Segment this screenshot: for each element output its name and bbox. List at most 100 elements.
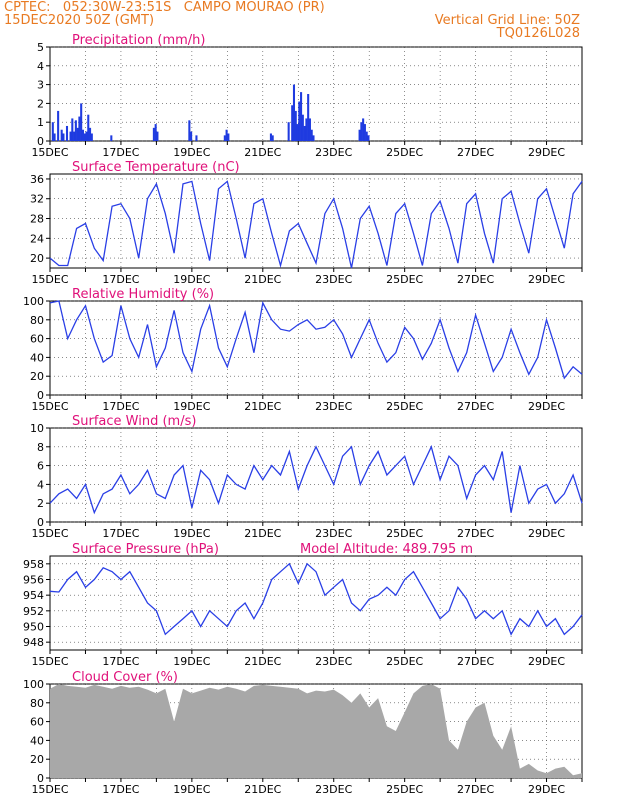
panel-frame	[49, 427, 583, 523]
y-tick-label: 5	[37, 41, 44, 54]
series-line	[49, 180, 583, 269]
precipitation-bar	[89, 127, 92, 141]
precipitation-bar	[294, 110, 297, 141]
precipitation-bar	[223, 135, 226, 141]
y-tick-label: 3	[37, 79, 44, 92]
y-tick-label: 6	[37, 460, 44, 473]
precipitation-bar	[154, 124, 157, 141]
precipitation-bar	[188, 120, 191, 141]
y-tick-label: 36	[30, 173, 44, 186]
y-tick-label: 952	[23, 605, 44, 618]
y-tick-label: 2	[37, 497, 44, 510]
precipitation-bar	[190, 131, 193, 141]
y-tick-label: 4	[37, 478, 44, 491]
x-tick-label: 19DEC	[173, 146, 210, 159]
panel-frame	[49, 555, 583, 651]
precipitation-bar	[73, 131, 76, 141]
precipitation-bar	[62, 133, 65, 141]
x-tick-label: 19DEC	[173, 527, 210, 540]
y-tick-label: 28	[30, 213, 44, 226]
x-tick-label: 27DEC	[457, 273, 494, 286]
precipitation-bar	[362, 118, 365, 141]
precipitation-bar	[78, 116, 81, 141]
y-tick-label: 4	[37, 60, 44, 73]
y-tick-label: 60	[30, 716, 44, 729]
precipitation-bar	[303, 125, 306, 141]
x-tick-label: 21DEC	[244, 400, 281, 413]
x-tick-label: 19DEC	[173, 783, 210, 796]
x-tick-label: 23DEC	[315, 527, 352, 540]
y-tick-label: 80	[30, 697, 44, 710]
x-tick-label: 25DEC	[386, 273, 423, 286]
precipitation-bar	[301, 114, 304, 141]
y-tick-label: 60	[30, 333, 44, 346]
precipitation-bar	[360, 122, 363, 141]
x-tick-label: 17DEC	[102, 146, 139, 159]
x-tick-label: 23DEC	[315, 783, 352, 796]
y-tick-label: 20	[30, 252, 44, 265]
precipitation-bar	[60, 129, 63, 141]
x-tick-label: 25DEC	[386, 655, 423, 668]
y-tick-label: 958	[23, 558, 44, 571]
y-tick-label: 20	[30, 753, 44, 766]
header-grid-info: Vertical Grid Line: 50Z	[434, 13, 580, 28]
x-tick-label: 23DEC	[315, 400, 352, 413]
cloud-cover-area	[50, 684, 582, 778]
y-tick-label: 1	[37, 116, 44, 129]
y-tick-label: 40	[30, 734, 44, 747]
x-tick-label: 25DEC	[386, 400, 423, 413]
x-tick-label: 29DEC	[528, 527, 565, 540]
precipitation-bar	[271, 135, 274, 141]
precipitation-bar	[87, 114, 90, 141]
precipitation-bar	[269, 133, 272, 141]
precipitation-bar	[80, 103, 83, 141]
panel-annotation: Model Altitude: 489.795 m	[300, 542, 473, 557]
precipitation-bar	[156, 131, 159, 141]
y-tick-label: 0	[37, 516, 44, 529]
x-tick-label: 15DEC	[31, 655, 68, 668]
x-tick-label: 25DEC	[386, 783, 423, 796]
x-tick-label: 23DEC	[315, 273, 352, 286]
y-tick-label: 8	[37, 441, 44, 454]
y-tick-label: 32	[30, 193, 44, 206]
y-tick-label: 24	[30, 232, 44, 245]
y-tick-label: 954	[23, 589, 44, 602]
series-line	[49, 300, 583, 380]
y-tick-label: 0	[37, 135, 44, 148]
precipitation-bar	[152, 127, 155, 141]
precipitation-bar	[367, 135, 370, 141]
precipitation-bar	[83, 133, 86, 141]
x-tick-label: 17DEC	[102, 400, 139, 413]
y-tick-label: 2	[37, 97, 44, 110]
header-model-id: TQ0126L028	[496, 26, 580, 41]
y-tick-label: 956	[23, 574, 44, 587]
x-tick-label: 27DEC	[457, 783, 494, 796]
x-tick-label: 21DEC	[244, 783, 281, 796]
y-tick-label: 0	[37, 389, 44, 402]
panel-frame	[49, 300, 583, 396]
x-tick-label: 19DEC	[173, 400, 210, 413]
precipitation-bar	[71, 118, 74, 141]
precipitation-bar	[76, 127, 79, 141]
y-tick-label: 40	[30, 351, 44, 364]
x-tick-label: 17DEC	[102, 783, 139, 796]
panel-title: Surface Temperature (nC)	[72, 160, 240, 175]
x-tick-label: 17DEC	[102, 655, 139, 668]
y-tick-label: 0	[37, 772, 44, 785]
y-tick-label: 10	[30, 422, 44, 435]
precipitation-bar	[365, 131, 368, 141]
y-tick-label: 950	[23, 621, 44, 634]
x-tick-label: 15DEC	[31, 273, 68, 286]
precipitation-bar	[300, 92, 303, 141]
x-tick-label: 21DEC	[244, 273, 281, 286]
precipitation-bar	[90, 133, 93, 141]
header-station: CPTEC: 052:30W-23:51S CAMPO MOURAO (PR)	[4, 0, 325, 15]
precipitation-bar	[296, 124, 299, 141]
x-tick-label: 25DEC	[386, 146, 423, 159]
x-tick-label: 29DEC	[528, 783, 565, 796]
precipitation-bar	[308, 118, 311, 141]
precipitation-bar	[363, 124, 366, 141]
precipitation-bar	[292, 84, 296, 141]
precipitation-bar	[195, 135, 198, 141]
y-tick-label: 20	[30, 370, 44, 383]
